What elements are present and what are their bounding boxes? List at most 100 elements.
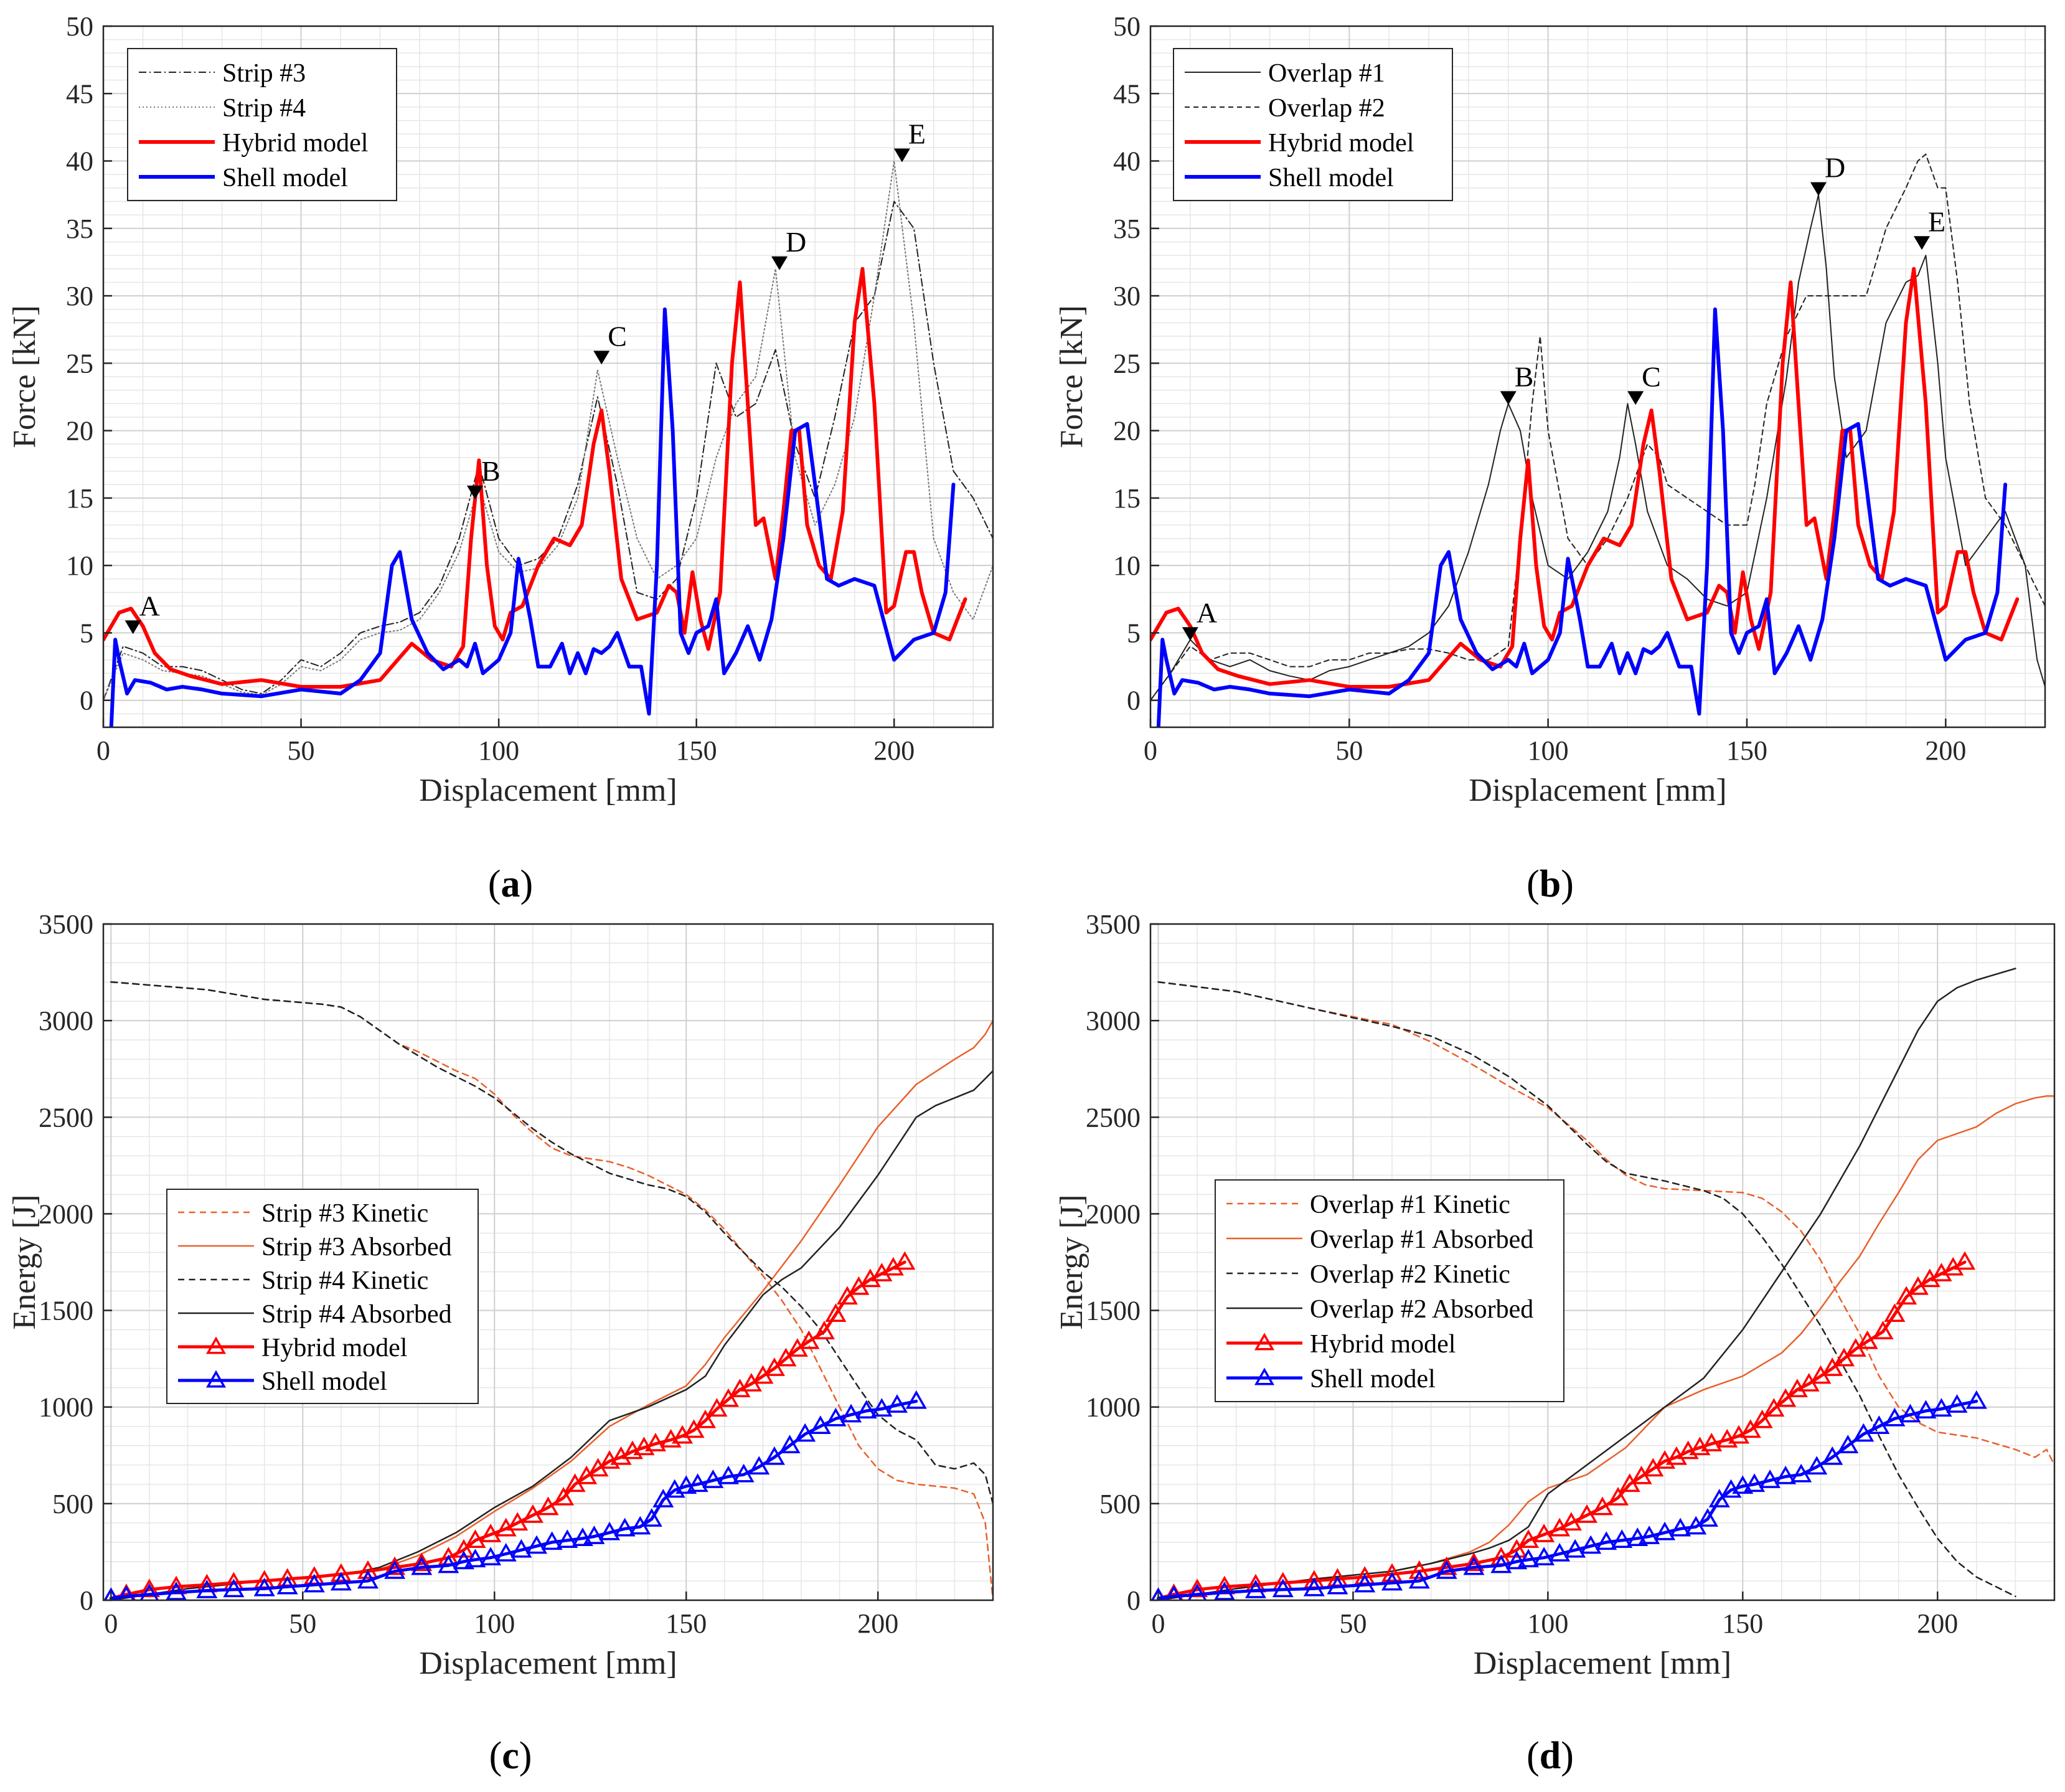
data-point-triangle	[1751, 1409, 1773, 1428]
data-point-triangle	[1856, 1330, 1878, 1349]
y-tick-label: 2500	[1086, 1102, 1141, 1133]
event-marker-a	[1182, 627, 1198, 641]
data-point-triangle	[1564, 1539, 1586, 1558]
data-point-triangle	[1381, 1572, 1403, 1591]
legend-box	[1173, 48, 1453, 201]
event-marker-a	[125, 620, 141, 634]
data-point-triangle	[1708, 1489, 1730, 1507]
data-point-triangle	[644, 1433, 666, 1451]
x-tick-label: 150	[1726, 735, 1767, 766]
legend-label: Hybrid model	[1310, 1330, 1456, 1359]
data-point-triangle	[798, 1330, 820, 1349]
y-tick-label: 2000	[1086, 1199, 1141, 1229]
legend-label: Overlap #1	[1268, 59, 1385, 88]
data-point-triangle	[775, 1347, 797, 1367]
data-point-triangle	[695, 1409, 717, 1428]
data-point-triangle	[1408, 1570, 1430, 1589]
y-tick-label: 0	[80, 686, 93, 716]
series-line-overlap-2-absorbed	[1157, 968, 2016, 1600]
series-line-overlap-2	[1150, 153, 2045, 701]
legend-label: Strip #4	[222, 94, 306, 123]
x-tick-label: 100	[474, 1608, 515, 1639]
data-point-triangle	[1549, 1543, 1571, 1562]
legend-label: Hybrid model	[222, 129, 368, 158]
data-point-triangle	[1463, 1556, 1485, 1575]
x-tick-label: 150	[1722, 1608, 1763, 1639]
data-point-triangle	[717, 1388, 740, 1407]
y-tick-label: 0	[1127, 1585, 1141, 1616]
y-tick-label: 2500	[39, 1102, 93, 1133]
data-point-triangle	[1763, 1398, 1785, 1417]
data-point-triangle	[464, 1529, 486, 1549]
data-point-triangle	[813, 1321, 835, 1339]
y-tick-label: 3000	[39, 1006, 93, 1036]
legend: Overlap #1 Overlap #2 Hybrid model Shell mo…	[1173, 48, 1453, 201]
event-label-e: E	[908, 118, 926, 150]
legend-label: Shell model	[261, 1367, 387, 1396]
data-point-triangle	[1596, 1531, 1617, 1550]
panel-d: 0 50 100 150 2000500100015002000250030003500…	[1054, 909, 2056, 1681]
data-point-triangle	[1732, 1475, 1754, 1494]
data-point-triangle	[541, 1531, 563, 1550]
data-point-triangle	[1884, 1303, 1906, 1323]
event-marker-d	[1810, 182, 1827, 196]
y-tick-label: 5	[80, 618, 93, 648]
data-point-triangle	[411, 1552, 433, 1572]
data-point-triangle	[825, 1303, 847, 1323]
data-point-triangle	[1639, 1526, 1660, 1544]
y-tick-label: 40	[1113, 146, 1141, 177]
data-point-triangle	[614, 1517, 636, 1537]
data-point-triangle	[733, 1463, 755, 1483]
y-tick-label: 3000	[1086, 1006, 1141, 1036]
data-point-triangle	[357, 1570, 379, 1589]
event-label-c: C	[1642, 361, 1661, 392]
y-tick-label: 45	[66, 78, 93, 109]
caption-c-letter: c	[502, 1735, 519, 1777]
data-point-triangle	[1607, 1487, 1629, 1506]
series-line-shell-model	[1156, 307, 2008, 727]
data-point-triangle	[330, 1572, 352, 1591]
x-tick-label: 100	[478, 735, 519, 766]
event-marker-d	[771, 256, 788, 270]
series-group	[1150, 153, 2045, 727]
data-point-triangle	[495, 1543, 517, 1562]
data-point-triangle	[675, 1475, 697, 1494]
series-group	[103, 981, 993, 1600]
x-tick-label: 100	[1528, 735, 1569, 766]
data-point-triangle	[1853, 1423, 1874, 1442]
data-point-triangle	[1436, 1556, 1457, 1575]
data-point-triangle	[464, 1549, 486, 1568]
data-point-triangle	[139, 1583, 159, 1600]
y-tick-label: 40	[66, 146, 93, 177]
series-line-strip-3	[103, 200, 993, 701]
event-label-e: E	[1928, 205, 1945, 237]
data-point-triangle	[1327, 1575, 1348, 1595]
legend: Overlap #1 Kinetic Overlap #1 Absorbed Ove…	[1215, 1179, 1564, 1402]
legend-label: Overlap #2 Absorbed	[1310, 1295, 1533, 1324]
y-tick-label: 50	[66, 11, 93, 42]
y-tick-label: 0	[80, 1585, 93, 1616]
legend-label: Overlap #1 Kinetic	[1310, 1191, 1510, 1219]
data-point-triangle	[1354, 1573, 1376, 1593]
data-point-triangle	[510, 1539, 532, 1558]
event-marker-e	[893, 148, 910, 163]
data-point-triangle	[1790, 1463, 1812, 1483]
x-tick-label: 0	[96, 735, 110, 766]
data-point-triangle	[384, 1560, 406, 1579]
data-point-triangle	[1822, 1357, 1843, 1376]
legend-label: Strip #3	[222, 59, 306, 88]
legend-marker-triangle	[205, 1370, 227, 1388]
data-point-triangle	[763, 1357, 785, 1376]
data-point-triangle	[1931, 1398, 1952, 1417]
legend-box	[1215, 1179, 1564, 1402]
axes-box	[102, 923, 994, 1601]
event-label-a: A	[139, 590, 160, 621]
data-point-triangle	[1696, 1508, 1718, 1527]
data-point-triangle	[480, 1547, 502, 1565]
y-tick-label: 30	[66, 281, 93, 311]
y-tick-label: 50	[1113, 11, 1141, 42]
series-line-strip-4-absorbed	[110, 1070, 993, 1600]
series-line-strip-4-kinetic	[110, 981, 993, 1505]
legend-label: Shell model	[222, 164, 348, 192]
y-tick-label: 1000	[39, 1392, 93, 1423]
